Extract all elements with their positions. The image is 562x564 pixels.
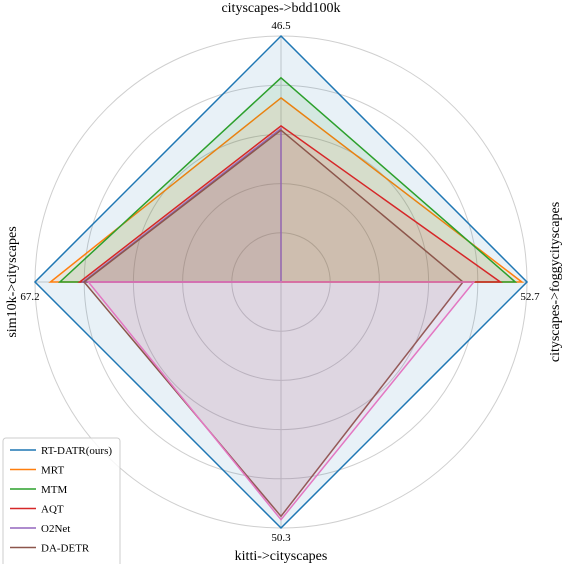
max-label-bottom: 50.3 xyxy=(271,532,291,544)
legend-label: MRT xyxy=(41,465,64,477)
series-da-detr xyxy=(83,129,465,518)
max-label-right: 52.7 xyxy=(520,291,540,303)
axis-labels: cityscapes->bdd100k cityscapes->foggycit… xyxy=(5,1,562,564)
series-sfa xyxy=(86,281,476,521)
legend-label: MTM xyxy=(41,484,68,496)
legend-label: DA-DETR xyxy=(41,543,90,555)
axis-title-top: cityscapes->bdd100k xyxy=(221,1,340,16)
legend-label: SFA xyxy=(41,562,60,564)
legend-label: O2Net xyxy=(41,523,70,535)
axis-title-right: cityscapes->foggycityscapes xyxy=(548,202,562,362)
max-label-left: 67.2 xyxy=(20,291,39,303)
legend-label: RT-DATR(ours) xyxy=(41,445,112,457)
radar-series xyxy=(33,34,529,530)
axis-title-bottom: kitti->cityscapes xyxy=(235,549,328,564)
legend: RT-DATR(ours) MRT MTM AQT O2Net DA-DETR SFA xyxy=(2,437,121,564)
axis-title-left: sim10k->cityscapes xyxy=(5,226,20,337)
legend-label: AQT xyxy=(41,504,64,516)
max-label-top: 46.5 xyxy=(271,20,291,32)
